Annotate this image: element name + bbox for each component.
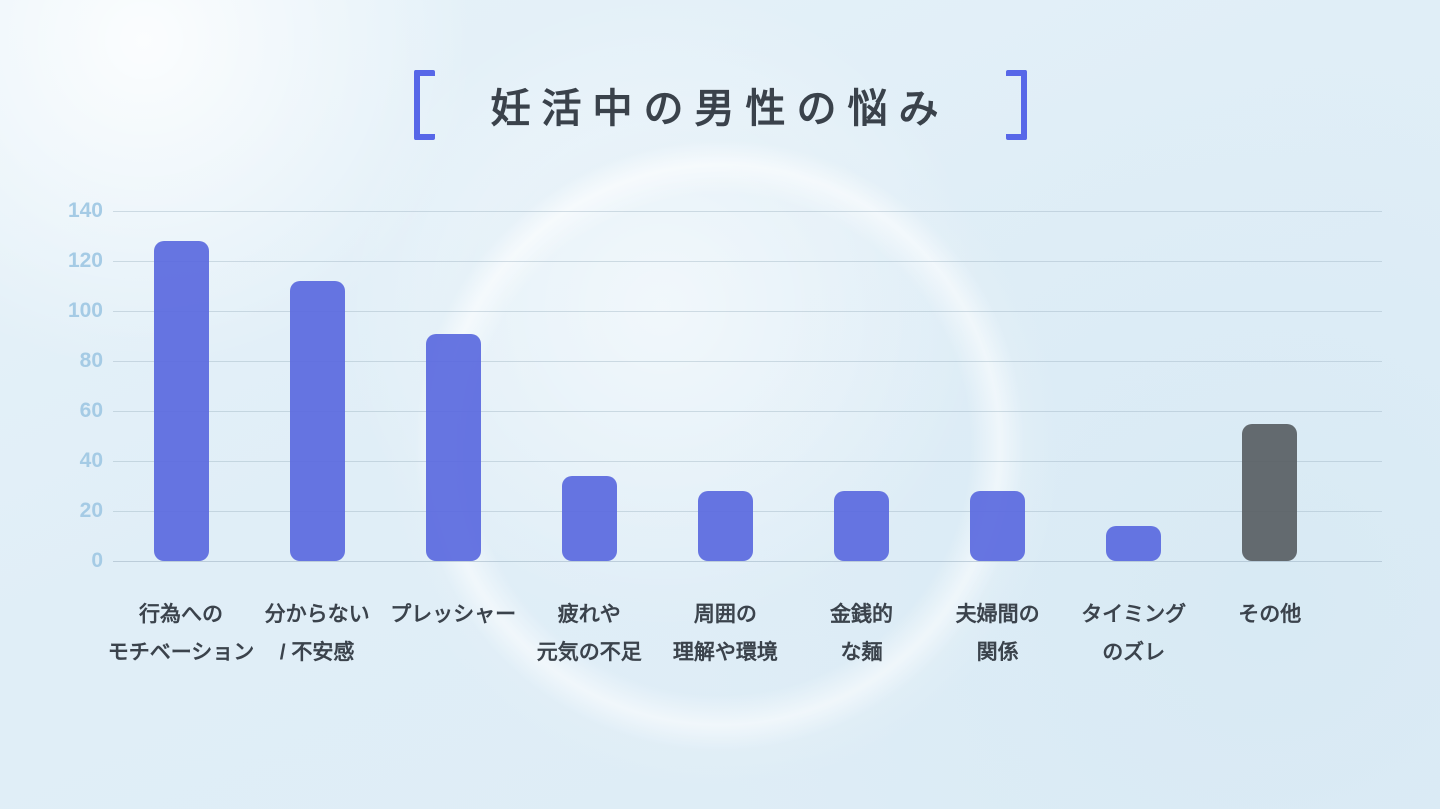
category-label-line: 疲れや bbox=[557, 603, 621, 626]
category-label-line: 夫婦間の bbox=[955, 603, 1040, 626]
y-tick-label-140: 140 bbox=[67, 199, 103, 222]
gridline-40 bbox=[113, 461, 1382, 462]
category-label-7: タイミング のズレ bbox=[1029, 596, 1239, 672]
y-tick-label-80: 80 bbox=[79, 349, 103, 372]
gridline-120 bbox=[113, 261, 1382, 262]
y-tick-label-100: 100 bbox=[67, 299, 103, 322]
category-label-line: のズレ bbox=[1102, 641, 1166, 664]
category-label-4: 周囲の 理解や環境 bbox=[620, 596, 830, 672]
gridline-60 bbox=[113, 411, 1382, 412]
category-label-line: 金銭的 bbox=[830, 603, 893, 626]
category-label-line: 理解や環境 bbox=[672, 641, 778, 664]
y-tick-label-60: 60 bbox=[79, 399, 103, 422]
bar-0 bbox=[153, 241, 209, 561]
category-label-line: 周囲の bbox=[693, 603, 757, 626]
gridline-0 bbox=[113, 561, 1382, 562]
category-label-line: モチベーション bbox=[107, 641, 255, 664]
gridline-100 bbox=[113, 311, 1382, 312]
bar-5 bbox=[834, 491, 889, 561]
category-label-line: 行為への bbox=[139, 603, 223, 626]
category-label-line: / 不安感 bbox=[279, 641, 355, 664]
y-tick-label-0: 0 bbox=[91, 549, 103, 572]
category-label-2: プレッシャー bbox=[348, 596, 558, 634]
category-label-0: 行為へのモチベーション bbox=[76, 596, 286, 672]
y-tick-label-120: 120 bbox=[67, 249, 103, 272]
category-label-6: 夫婦間の 関係 bbox=[893, 596, 1103, 672]
category-label-line: その他 bbox=[1238, 603, 1302, 626]
chart-title: 妊活中の男性の悩み bbox=[490, 87, 950, 131]
gridline-140 bbox=[113, 211, 1382, 212]
category-label-5: 金銭的 な麺 bbox=[757, 596, 967, 672]
right-bracket-icon bbox=[1005, 70, 1027, 140]
gridline-80 bbox=[113, 361, 1382, 362]
bar-8 bbox=[1242, 423, 1298, 561]
category-label-line: 元気の不足 bbox=[536, 641, 642, 664]
category-label-3: 疲れや 元気の不足 bbox=[484, 596, 694, 672]
category-label-line: 関係 bbox=[976, 641, 1019, 664]
bar-7 bbox=[1106, 526, 1162, 561]
category-label-line: 分からない bbox=[264, 603, 370, 626]
bar-4 bbox=[697, 491, 753, 561]
bar-3 bbox=[561, 476, 617, 561]
bar-2 bbox=[425, 333, 481, 561]
left-bracket-icon bbox=[413, 70, 435, 140]
bar-6 bbox=[970, 491, 1026, 561]
y-tick-label-40: 40 bbox=[79, 449, 103, 472]
category-label-1: 分からない / 不安感 bbox=[212, 596, 422, 672]
bar-1 bbox=[289, 281, 345, 561]
chart-title-block: 妊活中の男性の悩み bbox=[0, 70, 1440, 140]
category-label-line: な麺 bbox=[840, 641, 883, 664]
y-tick-label-20: 20 bbox=[79, 499, 103, 522]
category-label-8: その他 bbox=[1165, 596, 1375, 634]
category-label-line: プレッシャー bbox=[390, 603, 517, 626]
category-label-line: タイミング bbox=[1081, 603, 1187, 626]
